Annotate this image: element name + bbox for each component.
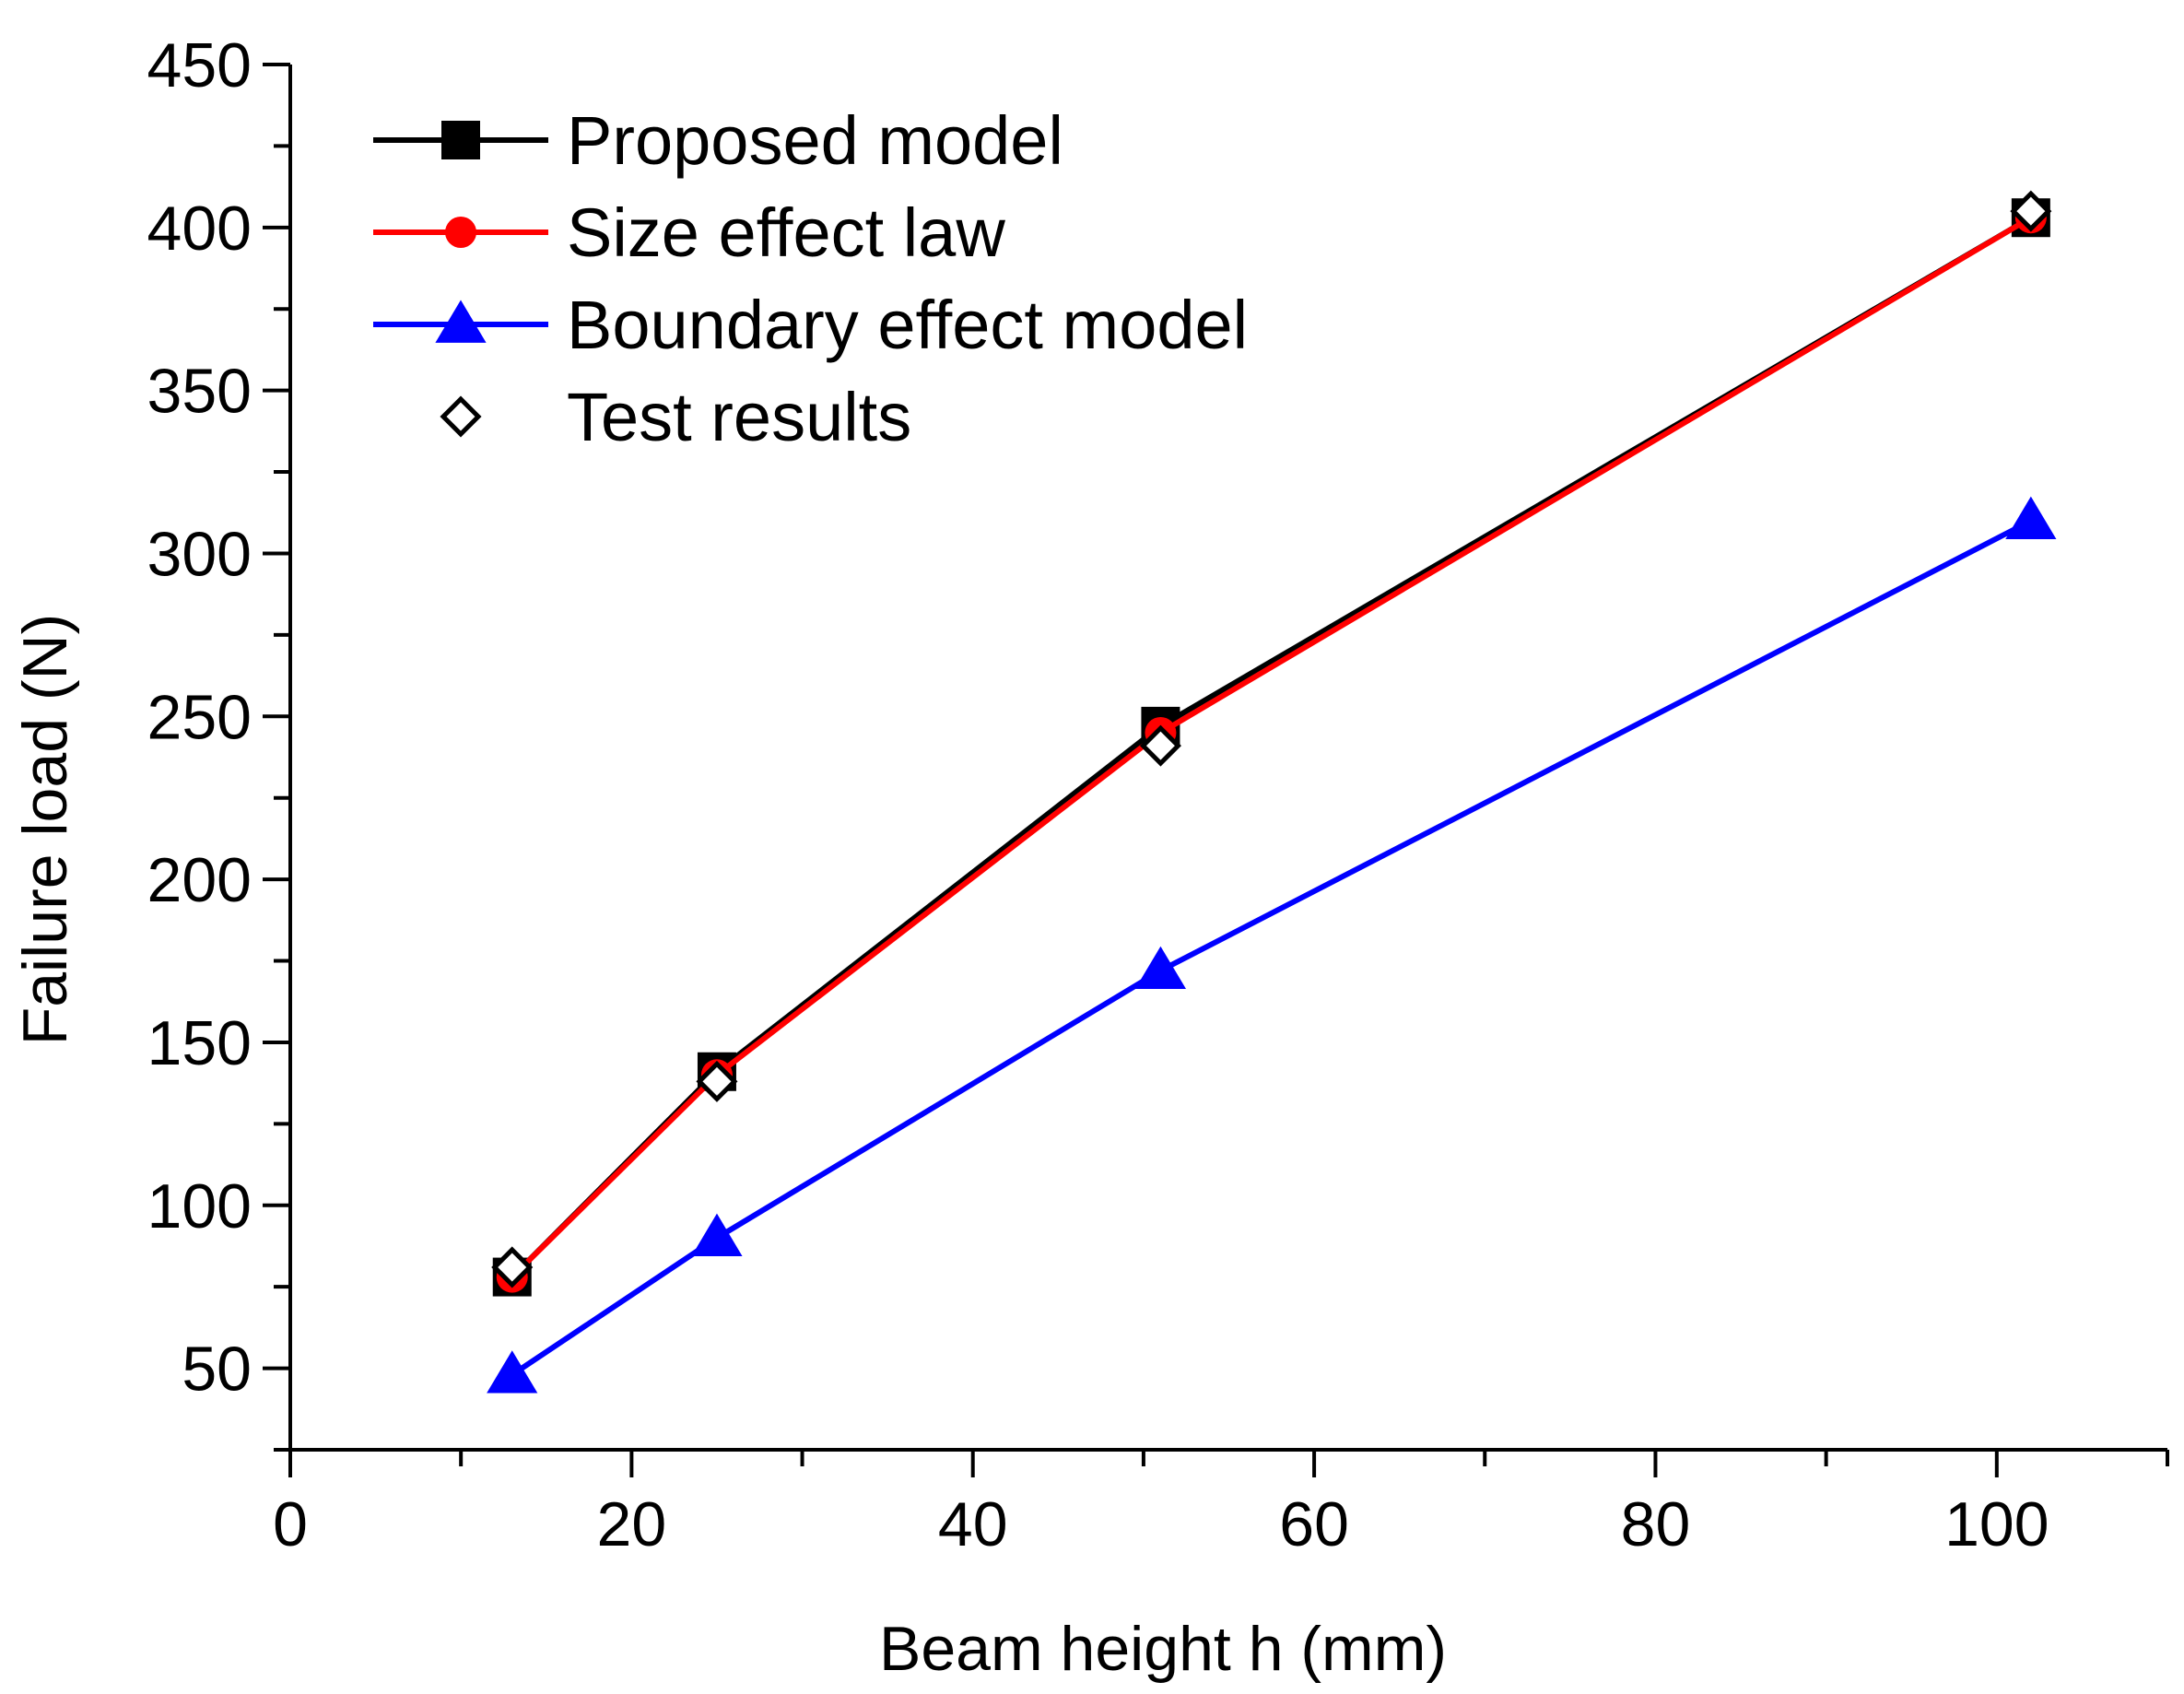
y-tick-label: 300 <box>147 519 252 589</box>
axes: 50 100 150 200 250 300 350 400 450 0 20 40 60 80 100 <box>147 30 2169 1559</box>
legend-label: Test results <box>567 379 911 455</box>
y-axis-title: Failure load (N) <box>10 614 80 1046</box>
y-tick-label: 50 <box>182 1335 252 1405</box>
legend-entry: Test results <box>440 379 911 455</box>
series-size-effect-law <box>496 202 2047 1293</box>
series-line <box>511 518 2033 1378</box>
data-point <box>696 1060 738 1102</box>
data-point <box>691 1213 743 1256</box>
legend-entry: Proposed model <box>373 102 1063 179</box>
legend-entry: Boundary effect model <box>373 287 1248 363</box>
y-tick-label: 450 <box>147 30 252 100</box>
legend-marker <box>445 217 476 248</box>
legend-marker <box>440 395 482 438</box>
x-tick-label: 80 <box>1621 1489 1691 1559</box>
x-tick-label: 20 <box>597 1489 667 1559</box>
x-tick-label: 0 <box>273 1489 308 1559</box>
data-point <box>1134 946 1187 989</box>
y-tick-label: 100 <box>147 1171 252 1241</box>
data-point <box>487 1350 538 1394</box>
x-tick-label: 60 <box>1279 1489 1349 1559</box>
x-axis-title: Beam height h (mm) <box>879 1614 1447 1684</box>
series-line <box>510 215 2033 1279</box>
series-line <box>510 215 2033 1279</box>
y-tick-label: 350 <box>147 357 252 427</box>
legend-marker <box>435 300 487 343</box>
series-layer <box>487 190 2057 1394</box>
legend-label: Proposed model <box>567 102 1063 179</box>
legend: Proposed model Size effect law Boundary ef… <box>373 102 1248 455</box>
series-test-results <box>491 190 2052 1288</box>
x-tick-label: 40 <box>938 1489 1008 1559</box>
legend-label: Boundary effect model <box>567 287 1248 363</box>
y-tick-label: 400 <box>147 194 252 264</box>
data-point <box>2005 496 2057 539</box>
data-point <box>2010 190 2052 232</box>
series-boundary-effect-model <box>487 496 2057 1394</box>
legend-entry: Size effect law <box>373 194 1005 271</box>
data-point <box>491 1246 534 1288</box>
data-point <box>1139 724 1181 767</box>
y-tick-label: 250 <box>147 682 252 752</box>
x-tick-label: 100 <box>1944 1489 2049 1559</box>
y-tick-label: 200 <box>147 845 252 915</box>
legend-label: Size effect law <box>567 194 1005 271</box>
y-tick-label: 150 <box>147 1008 252 1078</box>
legend-marker <box>441 121 480 159</box>
